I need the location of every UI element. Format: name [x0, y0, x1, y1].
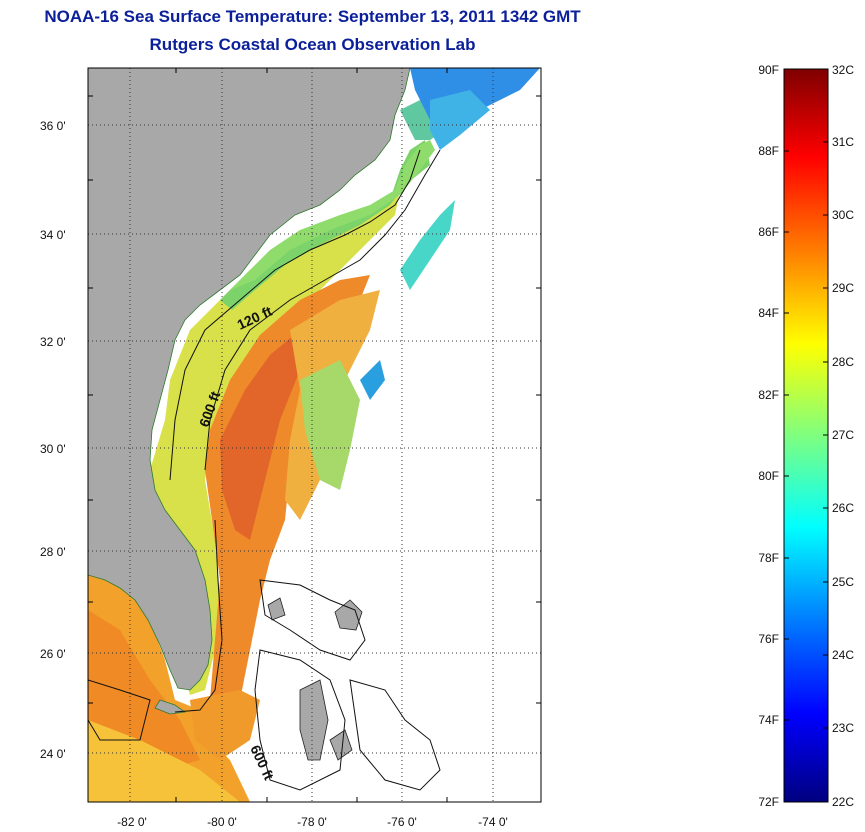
colorbar-fahrenheit-labels: 90F 88F 86F 84F 82F 80F 78F 76F 74F 72F — [758, 63, 779, 809]
celsius-label: 26C — [832, 501, 854, 515]
lat-label: 34 0' — [40, 228, 66, 242]
fahrenheit-label: 76F — [758, 632, 779, 646]
map-subtitle: Rutgers Coastal Ocean Observation Lab — [149, 35, 476, 54]
lat-label: 30 0' — [40, 442, 66, 456]
land — [88, 68, 411, 715]
celsius-label: 23C — [832, 721, 854, 735]
fahrenheit-label: 84F — [758, 306, 779, 320]
colorbar-celsius-labels: 32C 31C 30C 29C 28C 27C 26C 25C 24C 23C … — [832, 63, 854, 809]
celsius-label: 31C — [832, 135, 854, 149]
celsius-label: 22C — [832, 795, 854, 809]
celsius-label: 24C — [832, 648, 854, 662]
latitude-labels: 36 0' 34 0' 32 0' 30 0' 28 0' 26 0' 24 0… — [40, 119, 66, 761]
fahrenheit-label: 80F — [758, 469, 779, 483]
map-panel: 120 ft 600 ft 600 ft — [88, 68, 541, 802]
bathymetry-contours — [88, 149, 441, 791]
bahamas-islands — [267, 597, 363, 761]
lat-label: 36 0' — [40, 119, 66, 133]
fahrenheit-label: 72F — [758, 795, 779, 809]
fahrenheit-label: 78F — [758, 551, 779, 565]
map-frame — [87, 67, 542, 803]
fahrenheit-label: 88F — [758, 144, 779, 158]
lat-label: 32 0' — [40, 335, 66, 349]
colorbar: 90F 88F 86F 84F 82F 80F 78F 76F 74F 72F … — [758, 63, 854, 809]
lat-label: 26 0' — [40, 647, 66, 661]
lon-label: -74 0' — [478, 815, 508, 829]
lon-label: -80 0' — [207, 815, 237, 829]
lat-label: 24 0' — [40, 747, 66, 761]
celsius-label: 32C — [832, 63, 854, 77]
lat-label: 28 0' — [40, 545, 66, 559]
celsius-label: 25C — [832, 575, 854, 589]
celsius-label: 27C — [832, 428, 854, 442]
frame-ticks — [88, 68, 541, 802]
colorbar-gradient — [783, 68, 829, 803]
fahrenheit-label: 74F — [758, 713, 779, 727]
lon-label: -78 0' — [297, 815, 327, 829]
fahrenheit-label: 90F — [758, 63, 779, 77]
longitude-labels: -82 0' -80 0' -78 0' -76 0' -74 0' — [117, 815, 508, 829]
celsius-label: 29C — [832, 281, 854, 295]
lon-label: -76 0' — [387, 815, 417, 829]
celsius-label: 30C — [832, 208, 854, 222]
sst-field — [88, 68, 540, 802]
lon-label: -82 0' — [117, 815, 147, 829]
map-title: NOAA-16 Sea Surface Temperature: Septemb… — [44, 7, 581, 26]
fahrenheit-label: 86F — [758, 225, 779, 239]
celsius-label: 28C — [832, 355, 854, 369]
fahrenheit-label: 82F — [758, 388, 779, 402]
